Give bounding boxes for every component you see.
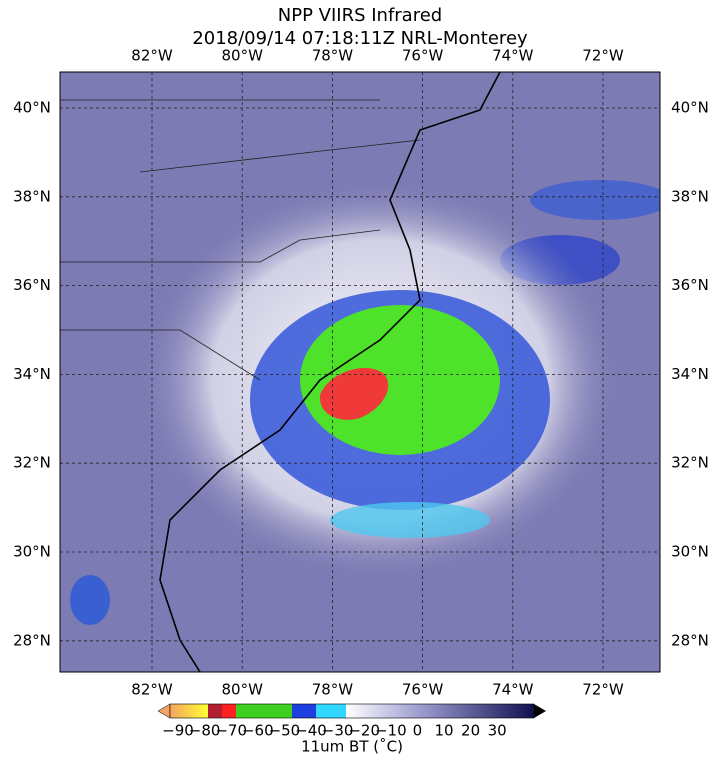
lat-label-right: 30°N [671, 543, 709, 561]
colorbar-tick-label: 30 [488, 722, 507, 740]
colorbar-tick-label: −70 [215, 722, 247, 740]
colorbar-label: 11um BT (˚C) [301, 738, 403, 756]
lat-label-right: 28°N [671, 631, 709, 649]
colorbar-tick-label: 0 [413, 722, 423, 740]
lon-label-top: 80°W [221, 47, 263, 65]
lat-label-left: 34°N [13, 365, 51, 383]
lon-label-top: 82°W [131, 47, 173, 65]
lon-label-bottom: 82°W [131, 681, 173, 699]
colorbar-tick-label: −50 [269, 722, 301, 740]
colorbar-tick-label: 20 [461, 722, 480, 740]
lat-label-left: 36°N [13, 276, 51, 294]
graticule [60, 72, 660, 672]
colorbar-tick-label: −80 [189, 722, 221, 740]
lat-label-right: 36°N [671, 276, 709, 294]
lon-label-top: 74°W [492, 47, 534, 65]
colorbar-tick-label: −90 [162, 722, 194, 740]
colorbar-tick-label: −60 [242, 722, 274, 740]
title: NPP VIIRS Infrared [278, 5, 442, 26]
subtitle: 2018/09/14 07:18:11Z NRL-Monterey [192, 28, 528, 49]
colorbar-tick-label: −20 [348, 722, 380, 740]
colorbar-tick-label: 10 [434, 722, 453, 740]
colorbar-tick-label: −40 [295, 722, 327, 740]
colorbar-tick-label: −10 [375, 722, 407, 740]
colorbar [157, 703, 546, 719]
lat-label-left: 28°N [13, 631, 51, 649]
lon-label-bottom: 74°W [492, 681, 534, 699]
lat-label-right: 34°N [671, 365, 709, 383]
lat-label-right: 38°N [671, 187, 709, 205]
satellite-image [60, 72, 660, 672]
lon-label-top: 72°W [582, 47, 624, 65]
lon-label-bottom: 78°W [312, 681, 354, 699]
colorbar-tick-label: −30 [322, 722, 354, 740]
lat-label-left: 30°N [13, 543, 51, 561]
lat-label-left: 40°N [13, 99, 51, 117]
lat-label-right: 32°N [671, 454, 709, 472]
lon-label-bottom: 72°W [582, 681, 624, 699]
lat-label-left: 38°N [13, 187, 51, 205]
lat-label-left: 32°N [13, 454, 51, 472]
lon-label-top: 76°W [402, 47, 444, 65]
lon-label-top: 78°W [312, 47, 354, 65]
lon-label-bottom: 76°W [402, 681, 444, 699]
lon-label-bottom: 80°W [221, 681, 263, 699]
map-frame [59, 71, 661, 673]
lat-label-right: 40°N [671, 99, 709, 117]
